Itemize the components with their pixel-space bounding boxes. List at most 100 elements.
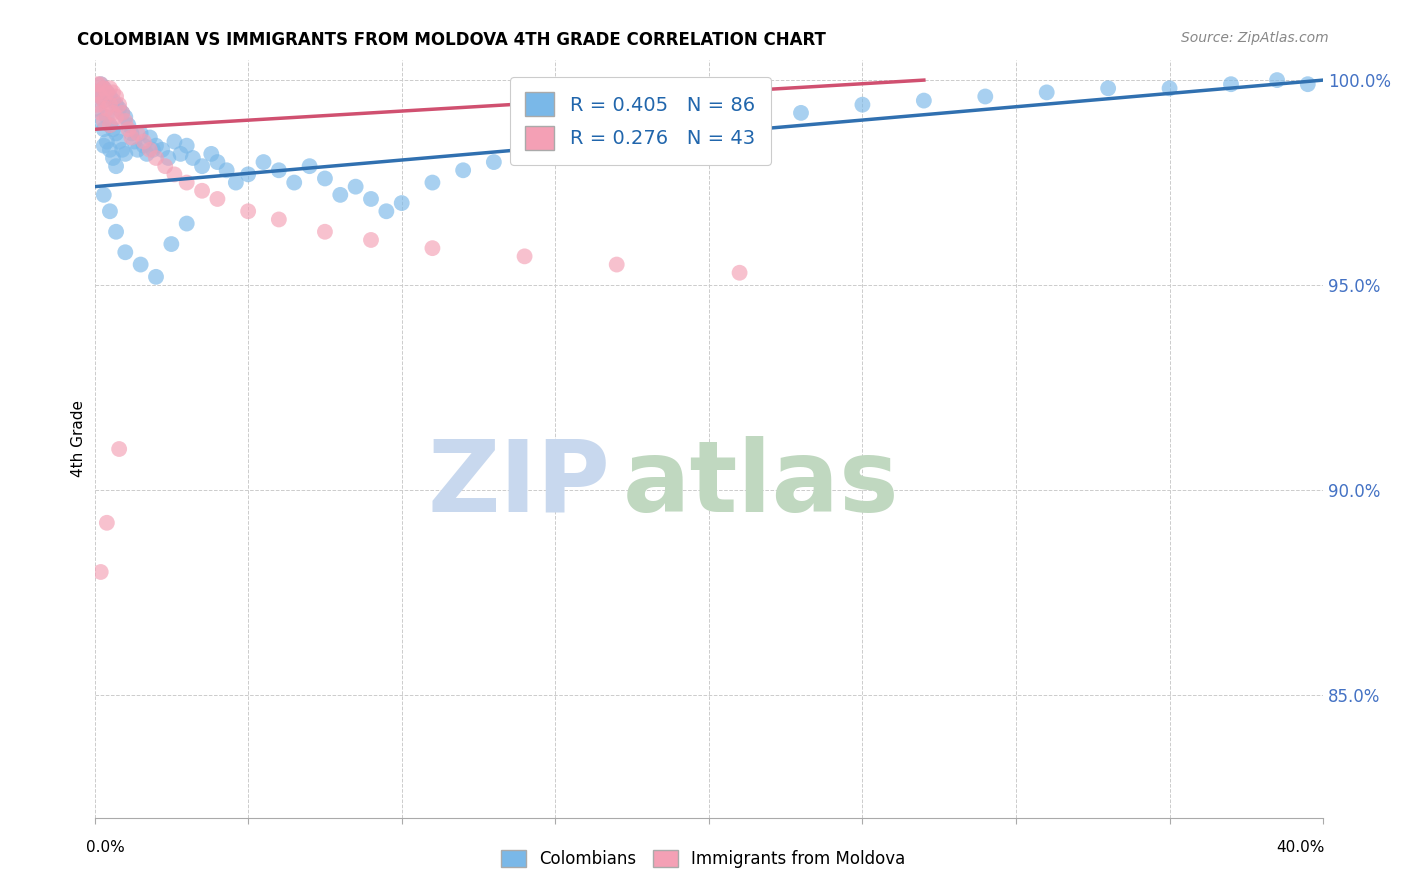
- Point: [181, 151, 204, 165]
- Point: [93, 138, 115, 153]
- Point: [513, 147, 536, 161]
- Point: [132, 135, 155, 149]
- Point: [422, 241, 444, 255]
- Point: [225, 176, 247, 190]
- Point: [108, 442, 131, 456]
- Point: [108, 102, 131, 116]
- Point: [90, 77, 112, 91]
- Point: [728, 114, 751, 128]
- Point: [314, 171, 336, 186]
- Point: [96, 86, 118, 100]
- Point: [90, 106, 112, 120]
- Point: [98, 118, 121, 132]
- Point: [160, 237, 183, 252]
- Y-axis label: 4th Grade: 4th Grade: [72, 401, 86, 477]
- Point: [132, 138, 155, 153]
- Point: [666, 122, 689, 136]
- Point: [135, 147, 157, 161]
- Point: [98, 204, 121, 219]
- Point: [90, 89, 112, 103]
- Point: [98, 118, 121, 132]
- Point: [145, 138, 167, 153]
- Point: [90, 89, 112, 103]
- Point: [163, 135, 186, 149]
- Point: [155, 159, 177, 173]
- Point: [575, 143, 598, 157]
- Text: COLOMBIAN VS IMMIGRANTS FROM MOLDOVA 4TH GRADE CORRELATION CHART: COLOMBIAN VS IMMIGRANTS FROM MOLDOVA 4TH…: [77, 31, 827, 49]
- Point: [236, 167, 259, 181]
- Point: [129, 127, 152, 141]
- Point: [200, 147, 222, 161]
- Point: [139, 143, 162, 157]
- Legend: Colombians, Immigrants from Moldova: Colombians, Immigrants from Moldova: [494, 843, 912, 875]
- Point: [176, 176, 198, 190]
- Point: [105, 89, 128, 103]
- Point: [101, 106, 124, 120]
- Point: [117, 118, 139, 132]
- Point: [105, 159, 128, 173]
- Point: [329, 187, 352, 202]
- Point: [298, 159, 321, 173]
- Point: [236, 204, 259, 219]
- Point: [142, 143, 165, 157]
- Point: [114, 147, 136, 161]
- Point: [139, 130, 162, 145]
- Point: [207, 192, 229, 206]
- Point: [157, 151, 180, 165]
- Point: [117, 122, 139, 136]
- Text: atlas: atlas: [623, 436, 900, 533]
- Point: [176, 217, 198, 231]
- Point: [86, 102, 108, 116]
- Point: [105, 127, 128, 141]
- Point: [912, 94, 935, 108]
- Point: [360, 233, 382, 247]
- Point: [127, 127, 149, 141]
- Point: [314, 225, 336, 239]
- Point: [974, 89, 997, 103]
- Text: Source: ZipAtlas.com: Source: ZipAtlas.com: [1181, 31, 1329, 45]
- Point: [191, 184, 214, 198]
- Point: [1159, 81, 1181, 95]
- Point: [215, 163, 238, 178]
- Point: [108, 97, 131, 112]
- Point: [606, 258, 628, 272]
- Point: [86, 97, 108, 112]
- Point: [114, 110, 136, 124]
- Point: [176, 138, 198, 153]
- Point: [93, 81, 115, 95]
- Point: [267, 163, 290, 178]
- Point: [513, 249, 536, 263]
- Point: [145, 151, 167, 165]
- Point: [96, 135, 118, 149]
- Point: [86, 86, 108, 100]
- Point: [482, 155, 505, 169]
- Point: [150, 143, 173, 157]
- Text: ZIP: ZIP: [427, 436, 610, 533]
- Point: [145, 269, 167, 284]
- Point: [105, 225, 128, 239]
- Point: [93, 81, 115, 95]
- Point: [111, 106, 134, 120]
- Point: [108, 135, 131, 149]
- Point: [120, 127, 142, 141]
- Point: [86, 77, 108, 91]
- Point: [728, 266, 751, 280]
- Point: [93, 94, 115, 108]
- Point: [1220, 77, 1243, 91]
- Point: [98, 81, 121, 95]
- Point: [621, 127, 644, 141]
- Point: [375, 204, 398, 219]
- Point: [101, 86, 124, 100]
- Point: [111, 143, 134, 157]
- Point: [283, 176, 305, 190]
- Point: [96, 516, 118, 530]
- Point: [790, 106, 813, 120]
- Point: [267, 212, 290, 227]
- Point: [127, 143, 149, 157]
- Point: [163, 167, 186, 181]
- Point: [86, 86, 108, 100]
- Point: [96, 102, 118, 116]
- Point: [451, 163, 474, 178]
- Point: [344, 179, 367, 194]
- Point: [129, 258, 152, 272]
